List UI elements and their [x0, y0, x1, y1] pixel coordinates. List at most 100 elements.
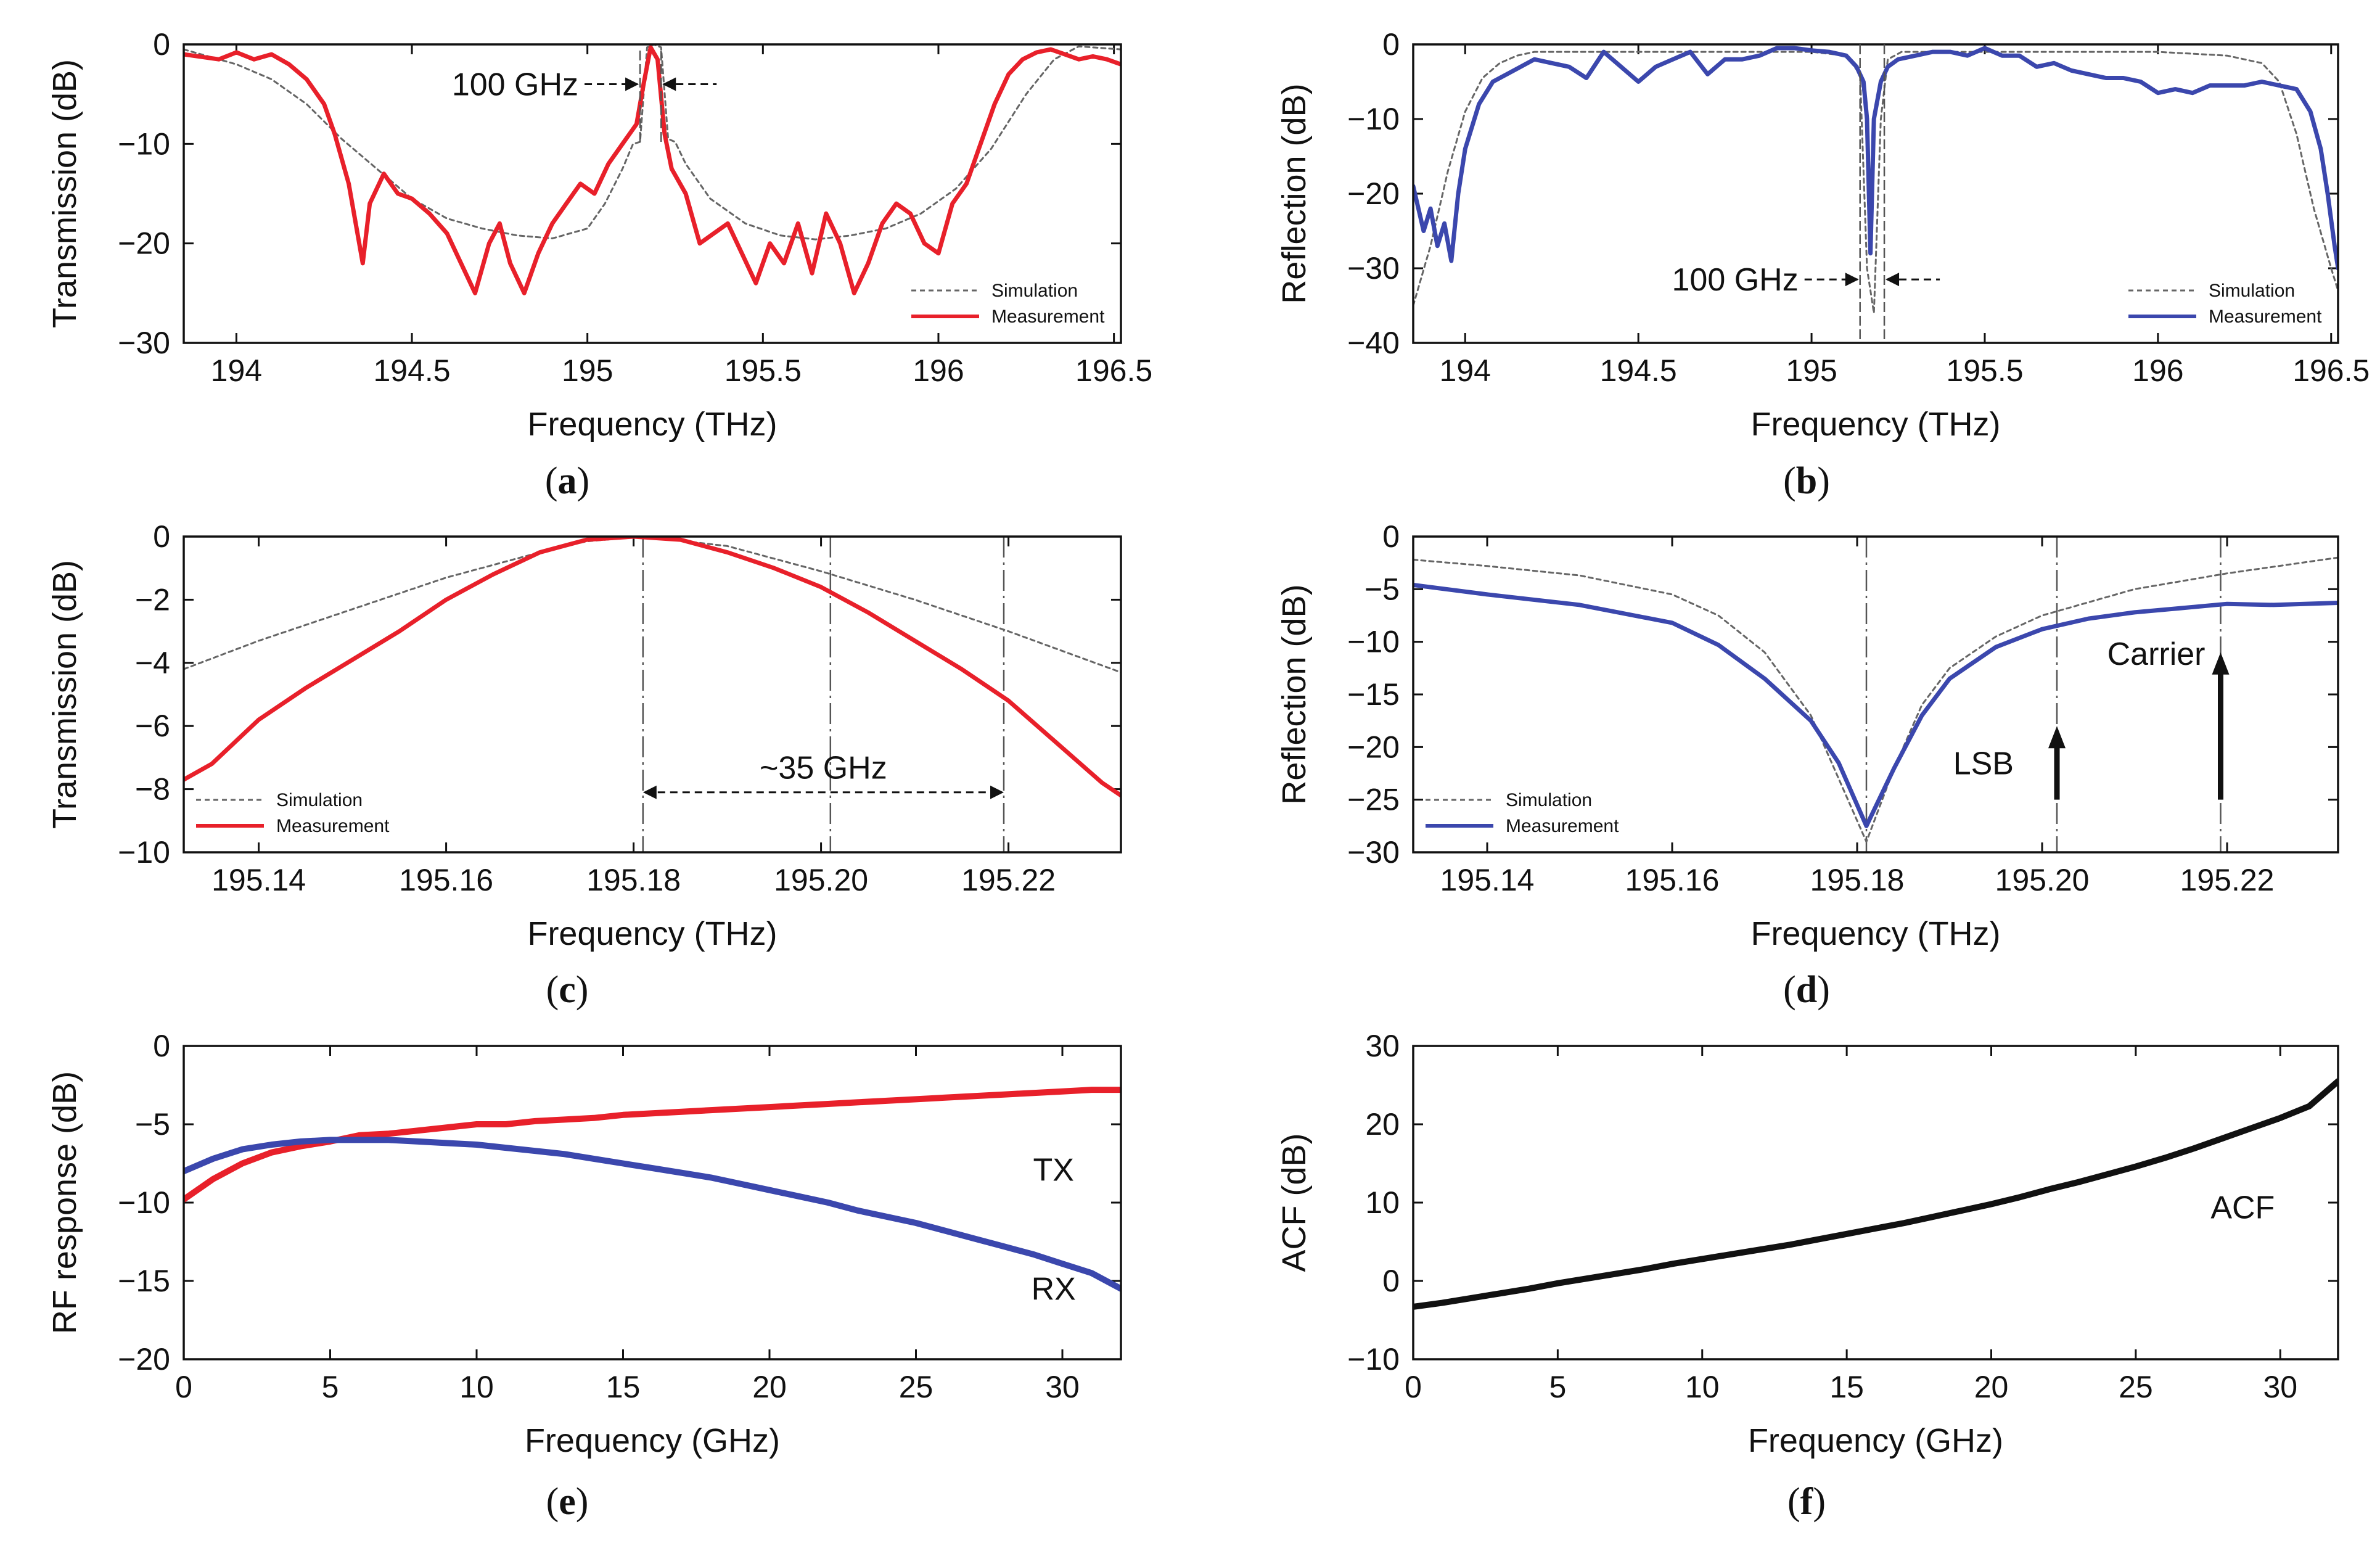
panel-label: (f)	[1787, 1481, 1826, 1523]
x-tick-label: 195	[1786, 353, 1837, 388]
series-line-simulation	[1413, 556, 2338, 843]
x-tick-label: 195.14	[211, 863, 306, 897]
y-axis-title: ACF (dB)	[1276, 1133, 1313, 1272]
chart-panel-e: 0 5 10 15 20 25 30 0 −5 −10 −15 −20 Frequency (GHz) R…	[46, 1029, 1122, 1523]
legend: Simulation Measurement	[196, 790, 390, 836]
arrow-head	[625, 77, 639, 91]
x-tick-label: 195	[562, 353, 613, 388]
annotation-label: 100 GHz	[452, 67, 578, 103]
x-tick-label: 25	[2119, 1370, 2153, 1404]
x-tick-label: 5	[1549, 1370, 1566, 1404]
x-tick-label: 196.5	[1075, 353, 1152, 388]
x-tick-label: 195.16	[399, 863, 493, 897]
x-tick-label: 195.5	[1946, 353, 2023, 388]
x-tick-label: 0	[1405, 1370, 1422, 1404]
x-tick-label: 10	[1685, 1370, 1720, 1404]
x-axis-title: Frequency (GHz)	[1748, 1422, 2003, 1459]
series-line-rx	[184, 1137, 1121, 1292]
x-tick-label: 194	[211, 353, 262, 388]
chart-panel-d: 195.14 195.16 195.18 195.20 195.22 0 −5 −10 −15 −…	[1276, 519, 2339, 1011]
y-tick-label: 0	[1382, 519, 1400, 554]
x-tick-label: 195.20	[1995, 863, 2090, 897]
annotation-label-lsb: LSB	[1953, 746, 2014, 782]
plot-frame	[183, 43, 1122, 344]
y-tick-label: −25	[1347, 783, 1400, 817]
x-tick-label: 0	[175, 1370, 192, 1404]
x-tick-label: 195.22	[2180, 863, 2275, 897]
series-line-measurement	[184, 537, 1121, 798]
series-label-tx: TX	[1033, 1152, 1074, 1188]
chart-panel-b: 194 194.5 195 195.5 196 196.5 0 −10 −20 −30 −40 Fre…	[1276, 27, 2370, 502]
x-axis-title: Frequency (THz)	[527, 915, 777, 952]
y-tick-label: −10	[118, 835, 170, 870]
y-tick-label: −40	[1347, 326, 1400, 360]
y-tick-label: −4	[135, 646, 170, 680]
x-tick-label: 195.18	[586, 863, 681, 897]
y-tick-label: −20	[1347, 176, 1400, 211]
arrow-head	[1845, 273, 1859, 287]
y-tick-label: 10	[1365, 1185, 1400, 1220]
y-axis-title: Transmission (dB)	[46, 59, 83, 328]
y-tick-label: −30	[1347, 251, 1400, 286]
legend: Simulation Measurement	[2128, 281, 2322, 327]
arrow-head	[642, 785, 657, 799]
series-line-acf	[1413, 1078, 2338, 1310]
x-tick-label: 30	[2263, 1370, 2297, 1404]
legend-label-measurement: Measurement	[991, 307, 1105, 327]
x-axis-title: Frequency (THz)	[1750, 915, 2000, 952]
plot-area	[1413, 46, 2338, 315]
panel-label: (c)	[546, 969, 589, 1011]
y-tick-label: −15	[1347, 677, 1400, 712]
plot-area	[184, 537, 1121, 798]
x-tick-label: 195.5	[724, 353, 802, 388]
y-tick-label: 0	[153, 27, 170, 62]
panel-label: (d)	[1783, 969, 1830, 1011]
legend-label-measurement: Measurement	[276, 816, 390, 836]
y-tick-label: −10	[118, 126, 170, 161]
legend-label-simulation: Simulation	[2209, 281, 2295, 301]
x-axis-title: Frequency (THz)	[527, 406, 777, 443]
series-label-rx: RX	[1032, 1271, 1076, 1307]
y-tick-label: 0	[1382, 1264, 1400, 1298]
x-tick-label: 195.14	[1440, 863, 1535, 897]
legend-label-simulation: Simulation	[276, 790, 363, 810]
x-tick-label: 25	[899, 1370, 934, 1404]
x-tick-label: 195.16	[1625, 863, 1720, 897]
x-tick-label: 20	[1974, 1370, 2009, 1404]
x-tick-label: 195.18	[1810, 863, 1905, 897]
x-tick-label: 15	[606, 1370, 641, 1404]
y-tick-label: −10	[1347, 102, 1400, 136]
plot-area	[1413, 1078, 2338, 1310]
x-tick-label: 196	[913, 353, 964, 388]
arrow-head	[1886, 273, 1900, 287]
x-tick-label: 10	[459, 1370, 494, 1404]
panel-label: (a)	[545, 460, 589, 502]
y-tick-label: 0	[1382, 27, 1400, 62]
arrow-head	[2212, 652, 2230, 675]
plot-area	[184, 1087, 1121, 1292]
chart-panel-c: 195.14 195.16 195.18 195.20 195.22 0 −2 −4 −6 −8 −…	[46, 519, 1122, 1011]
y-tick-label: −2	[135, 582, 170, 617]
panel-label: (b)	[1783, 460, 1830, 502]
y-tick-label: −20	[118, 226, 170, 261]
x-tick-label: 30	[1045, 1370, 1080, 1404]
x-tick-label: 196	[2132, 353, 2183, 388]
annotations: TX RX	[1032, 1152, 1076, 1307]
annotations: ACF	[2210, 1190, 2275, 1225]
y-tick-label: −20	[1347, 730, 1400, 764]
plot-frame	[1412, 535, 2339, 854]
arrow-head	[2048, 726, 2066, 749]
y-axis-title: Transmission (dB)	[46, 560, 83, 829]
series-line-measurement	[1413, 46, 2338, 271]
y-tick-label: 30	[1365, 1029, 1400, 1063]
annotations: LSB Carrier	[1953, 636, 2230, 800]
x-tick-label: 195.20	[774, 863, 868, 897]
x-tick-label: 196.5	[2292, 353, 2370, 388]
annotations: 100 GHz	[452, 51, 717, 144]
y-tick-label: 0	[153, 519, 170, 554]
y-tick-label: −5	[1364, 572, 1400, 606]
y-tick-label: −30	[118, 326, 170, 360]
series-label-acf: ACF	[2210, 1190, 2275, 1225]
